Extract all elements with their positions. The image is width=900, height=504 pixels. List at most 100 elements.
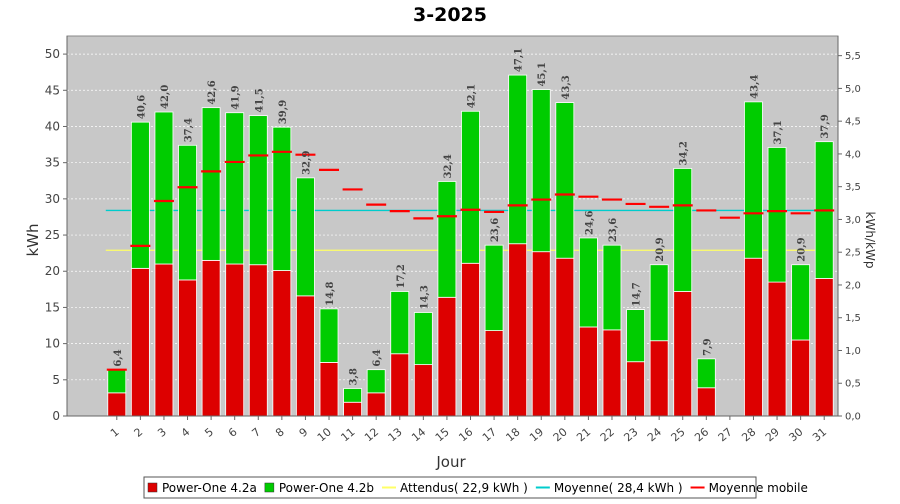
bar-segment-series-b <box>248 115 268 266</box>
y-tick-label: 5 <box>52 373 60 387</box>
bar-segment-series-a <box>390 353 410 417</box>
data-label: 32,4 <box>443 154 454 178</box>
legend-label: Moyenne( 28,4 kWh ) <box>554 481 683 495</box>
bar-segment-series-b <box>154 111 174 265</box>
bar-segment-series-a <box>319 362 339 417</box>
legend: Power-One 4.2a Power-One 4.2b Attendus( 22… <box>143 476 808 499</box>
x-tick-label: 26 <box>692 425 711 444</box>
data-label: 6,4 <box>372 349 383 366</box>
y2-tick-label: 4,0 <box>845 149 861 160</box>
data-label: 34,2 <box>679 141 690 165</box>
bar-segment-series-a <box>649 340 669 417</box>
data-label: 32,9 <box>301 150 312 174</box>
x-tick-label: 5 <box>202 425 216 439</box>
data-label: 37,4 <box>184 118 195 142</box>
bar-segment-series-a <box>107 392 127 417</box>
bar-segment-series-b <box>130 121 150 269</box>
x-tick-label: 3 <box>155 425 169 439</box>
data-label: 17,2 <box>396 264 407 288</box>
bar-segment-series-a <box>626 361 645 417</box>
x-tick-label: 15 <box>433 425 452 444</box>
bar-segment-series-a <box>413 364 433 417</box>
x-tick-label: 27 <box>716 425 735 444</box>
x-tick-label: 8 <box>273 425 287 439</box>
legend-box <box>143 476 757 499</box>
data-label: 20,9 <box>797 237 808 261</box>
data-label: 23,6 <box>608 218 619 242</box>
legend-label: Moyenne mobile <box>709 481 808 495</box>
y-axis-title: kWh <box>24 223 42 256</box>
x-axis-title: Jour <box>435 453 466 471</box>
x-tick-label: 18 <box>504 425 523 444</box>
x-tick-label: 13 <box>386 425 405 444</box>
bar-segment-series-a <box>579 326 598 417</box>
bar-segment-series-b <box>579 237 598 328</box>
bar-segment-series-a <box>248 264 268 417</box>
x-tick-label: 14 <box>409 425 428 444</box>
data-label: 23,6 <box>490 218 501 242</box>
bar-segment-series-a <box>744 257 763 417</box>
y2-tick-label: 4,5 <box>845 117 861 128</box>
legend-label: Power-One 4.2b <box>279 481 374 495</box>
bar-segment-series-a <box>437 296 457 417</box>
data-label: 39,9 <box>278 100 289 124</box>
y2-tick-label: 3,0 <box>845 215 861 226</box>
bar-segment-series-a <box>178 279 197 417</box>
x-tick-label: 24 <box>645 425 664 444</box>
data-label: 14,7 <box>632 282 643 306</box>
bar-segment-series-b <box>343 388 362 403</box>
bar-segment-series-b <box>319 308 339 363</box>
bar-segment-series-b <box>413 312 433 366</box>
legend-label: Attendus( 22,9 kWh ) <box>400 481 528 495</box>
x-tick-label: 12 <box>362 425 381 444</box>
legend-swatch <box>264 482 275 493</box>
bar-segment-series-b <box>484 244 504 331</box>
x-tick-label: 17 <box>480 425 499 444</box>
y-tick-label: 15 <box>45 300 60 314</box>
y2-tick-label: 5,0 <box>845 84 861 95</box>
x-tick-label: 31 <box>810 425 829 444</box>
bar-segment-series-b <box>366 369 386 394</box>
bar-segment-series-b <box>508 74 528 245</box>
y2-tick-label: 2,5 <box>845 248 861 259</box>
bar-segment-series-a <box>272 270 292 417</box>
x-tick-label: 22 <box>598 425 617 444</box>
chart-title: 3-2025 <box>413 4 487 26</box>
data-label: 14,8 <box>325 281 336 305</box>
y2-tick-label: 1,5 <box>845 313 861 324</box>
y-tick-label: 0 <box>52 409 60 423</box>
bar-segment-series-a <box>130 267 150 417</box>
bar-segment-series-b <box>791 264 811 341</box>
x-tick-label: 29 <box>763 425 782 444</box>
data-label: 43,3 <box>561 75 572 99</box>
y-tick-label: 20 <box>45 264 60 278</box>
bar-segment-series-b <box>673 168 693 292</box>
y2-axis-title: kWh/kWp <box>863 212 877 269</box>
bar-segment-series-b <box>437 181 457 298</box>
y-tick-label: 25 <box>45 228 60 242</box>
x-tick-label: 7 <box>249 425 263 439</box>
bar-segment-series-b <box>225 112 245 265</box>
bar-segment-series-a <box>484 330 504 417</box>
x-tick-label: 6 <box>226 425 240 439</box>
data-label: 45,1 <box>537 62 548 86</box>
bar-segment-series-a <box>555 257 575 417</box>
data-label: 6,4 <box>113 349 124 366</box>
bar-segment-series-a <box>366 392 386 417</box>
data-label: 20,9 <box>655 237 666 261</box>
data-label: 3,8 <box>349 368 360 385</box>
data-label: 42,0 <box>160 85 171 109</box>
bar-segment-series-a <box>508 243 528 417</box>
bar-segment-series-b <box>649 264 669 342</box>
y-tick-label: 50 <box>45 47 60 61</box>
bar-segment-series-b <box>390 291 410 355</box>
data-label: 42,1 <box>467 84 478 108</box>
y2-tick-label: 5,5 <box>845 51 861 62</box>
bar-segment-series-b <box>744 101 763 259</box>
data-label: 14,3 <box>419 285 430 309</box>
y-tick-label: 40 <box>45 119 60 133</box>
bar-segment-series-b <box>272 126 292 271</box>
data-label: 41,9 <box>231 85 242 109</box>
